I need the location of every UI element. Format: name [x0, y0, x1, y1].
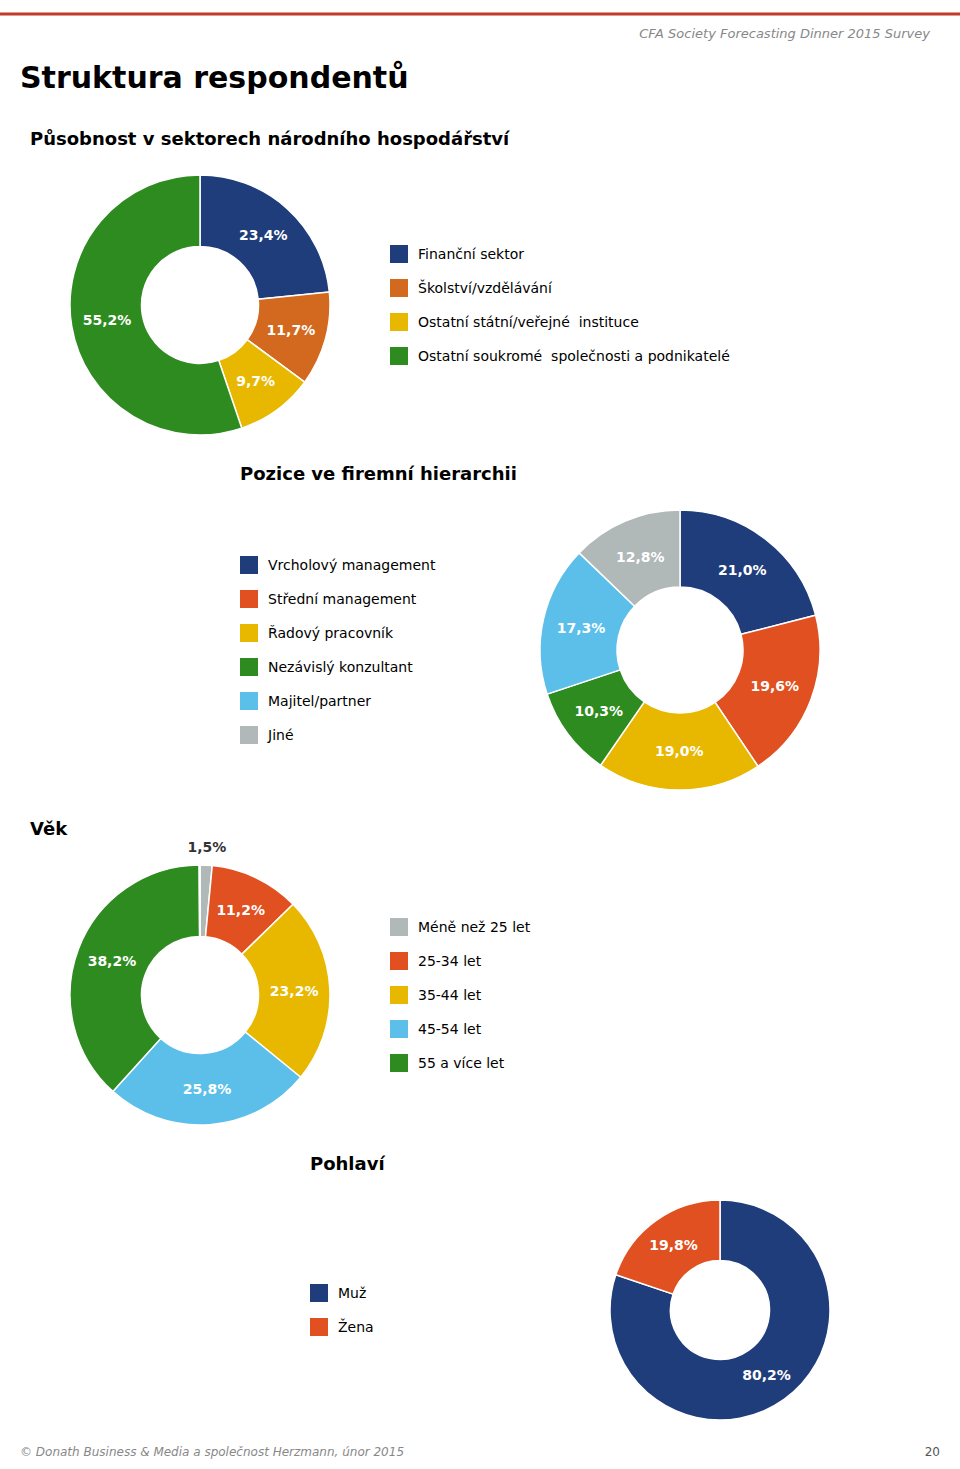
- legend-swatch: [240, 590, 258, 608]
- slice: [680, 510, 816, 634]
- legend-swatch: [240, 658, 258, 676]
- data-label: 19,6%: [751, 678, 800, 694]
- data-labels: 1,5% 11,2% 23,2% 25,8% 38,2%: [88, 839, 319, 1097]
- top-rule: [0, 13, 960, 16]
- legend-label: Jiné: [267, 727, 294, 743]
- legend-swatch: [390, 1020, 408, 1038]
- legend-label: 55 a více let: [418, 1055, 505, 1071]
- slices: [70, 865, 330, 1125]
- data-labels: 23,4% 11,7% 9,7% 55,2%: [83, 227, 315, 389]
- data-label: 38,2%: [88, 953, 137, 969]
- legend-swatch: [390, 347, 408, 365]
- legend-label: Školství/vzdělávání: [418, 279, 553, 296]
- slice: [579, 510, 680, 606]
- legend-label: Vrcholový management: [268, 557, 436, 573]
- data-label: 19,0%: [655, 743, 704, 759]
- page: CFA Society Forecasting Dinner 2015 Surv…: [0, 0, 960, 1469]
- pie-chart: Věk 1,5% 11,2% 23,2% 25,8% 38,2% Méně než 25 l…: [30, 818, 531, 1125]
- page-number: 20: [925, 1445, 940, 1459]
- chart-title: Pozice ve firemní hierarchii: [240, 463, 517, 484]
- legend-swatch: [240, 624, 258, 642]
- legend-label: Střední management: [268, 591, 417, 607]
- legend-swatch: [390, 313, 408, 331]
- chart-title: Věk: [30, 818, 68, 839]
- data-label: 10,3%: [575, 703, 624, 719]
- legend-label: Finanční sektor: [418, 246, 524, 262]
- legend: Vrcholový management Střední management Řa…: [240, 556, 436, 744]
- footer: © Donath Business & Media a společnost H…: [20, 1445, 404, 1459]
- data-label: 23,4%: [239, 227, 288, 243]
- legend-swatch: [390, 952, 408, 970]
- slices: [540, 510, 820, 790]
- legend-label: Nezávislý konzultant: [268, 659, 413, 675]
- legend-swatch: [390, 279, 408, 297]
- slice: [610, 1200, 830, 1420]
- legend-swatch: [240, 556, 258, 574]
- legend-swatch: [390, 1054, 408, 1072]
- legend-label: Méně než 25 let: [418, 919, 531, 935]
- legend-swatch: [310, 1318, 328, 1336]
- legend: Finanční sektor Školství/vzdělávání Ostatn…: [390, 245, 730, 365]
- legend-label: Muž: [338, 1285, 366, 1301]
- data-label: 21,0%: [718, 562, 767, 578]
- header: CFA Society Forecasting Dinner 2015 Surv…: [639, 26, 930, 41]
- slice: [616, 1200, 720, 1294]
- data-label: 55,2%: [83, 312, 132, 328]
- data-labels: 21,0% 19,6% 19,0% 10,3% 17,3% 12,8%: [557, 549, 799, 760]
- slices: [610, 1200, 830, 1420]
- slice: [198, 865, 200, 937]
- data-label: 11,7%: [267, 322, 316, 338]
- legend-label: 45-54 let: [418, 1021, 482, 1037]
- data-label: 17,3%: [557, 620, 606, 636]
- pie-chart: Pozice ve firemní hierarchii 21,0% 19,6% 19…: [240, 463, 820, 790]
- legend-label: Ostatní státní/veřejné instituce: [418, 314, 639, 330]
- legend-label: 35-44 let: [418, 987, 482, 1003]
- legend-label: Ostatní soukromé společnosti a podnikate…: [418, 348, 730, 364]
- slice: [200, 175, 329, 299]
- data-labels: 80,2% 19,8%: [649, 1237, 791, 1383]
- data-label: 19,8%: [649, 1237, 698, 1253]
- legend-swatch: [240, 726, 258, 744]
- data-label: 1,5%: [188, 839, 227, 855]
- chart-title: Působnost v sektorech národního hospodář…: [30, 128, 510, 149]
- legend-swatch: [310, 1284, 328, 1302]
- slices: [70, 175, 330, 435]
- slice: [70, 865, 200, 1091]
- legend-swatch: [390, 918, 408, 936]
- legend-label: 25-34 let: [418, 953, 482, 969]
- data-label: 12,8%: [616, 549, 665, 565]
- data-label: 23,2%: [270, 983, 319, 999]
- page-title: Struktura respondentů: [20, 60, 409, 95]
- slice: [70, 175, 242, 435]
- legend-swatch: [390, 245, 408, 263]
- legend-label: Žena: [338, 1318, 374, 1335]
- legend: Méně než 25 let 25-34 let 35-44 let 45-54 l…: [390, 918, 531, 1072]
- legend-swatch: [390, 986, 408, 1004]
- legend-swatch: [240, 692, 258, 710]
- legend: Muž Žena: [310, 1284, 374, 1336]
- pie-chart: Působnost v sektorech národního hospodář…: [30, 128, 730, 435]
- legend-label: Řadový pracovník: [268, 625, 394, 641]
- data-label: 9,7%: [236, 373, 275, 389]
- pie-chart: Pohlaví 80,2% 19,8% Muž Žena: [310, 1153, 830, 1420]
- data-label: 80,2%: [742, 1367, 791, 1383]
- data-label: 11,2%: [216, 902, 265, 918]
- data-label: 25,8%: [183, 1081, 232, 1097]
- chart-title: Pohlaví: [310, 1153, 385, 1174]
- legend-label: Majitel/partner: [268, 693, 371, 709]
